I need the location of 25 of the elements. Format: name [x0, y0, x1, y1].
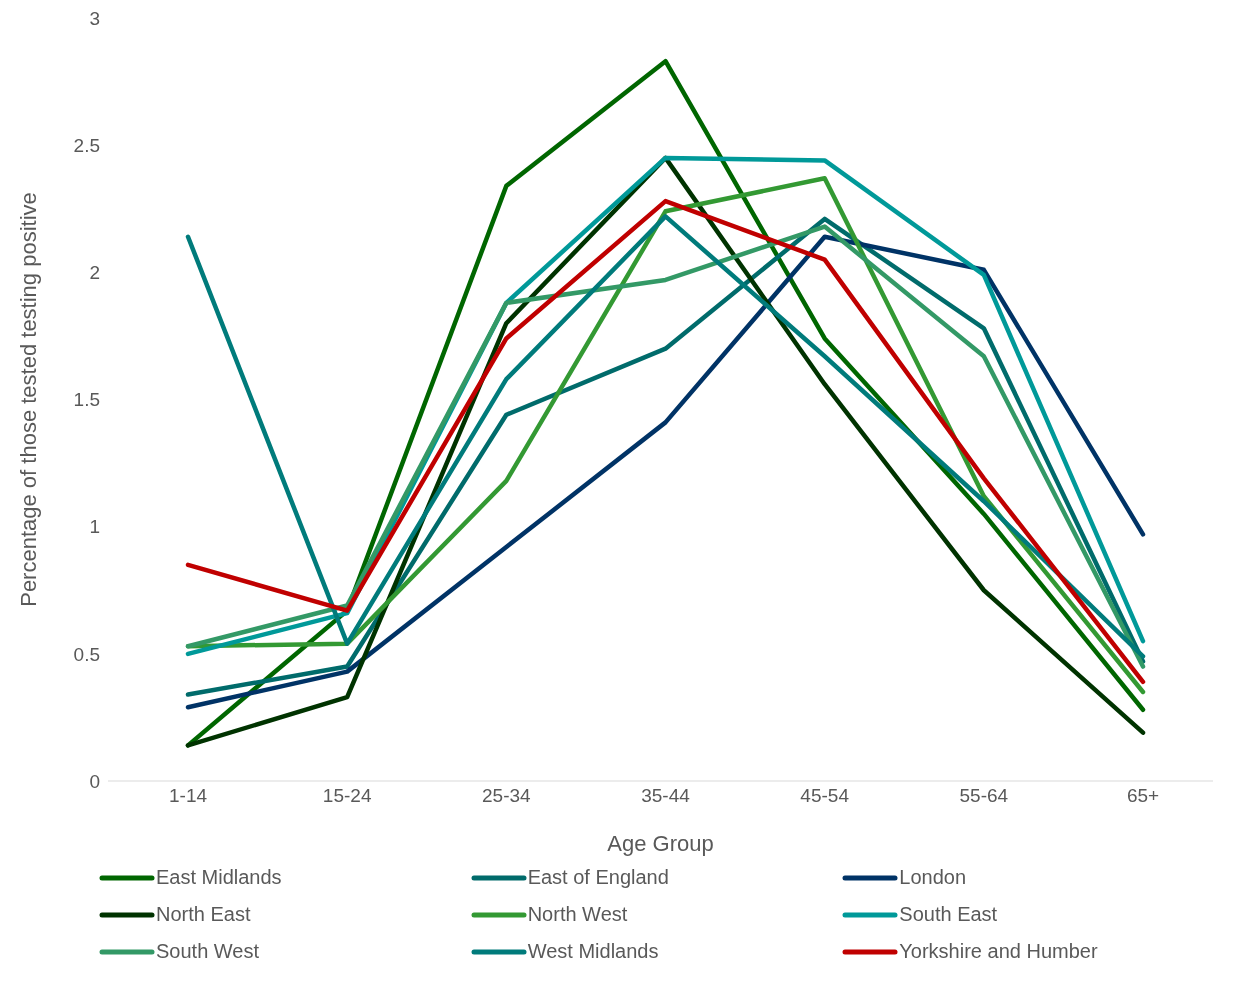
x-tick-label: 55-64: [959, 785, 1009, 807]
legend-label: East of England: [527, 866, 669, 889]
legend-label: East Midlands: [156, 866, 282, 889]
y-tick-label: 1.5: [73, 389, 100, 411]
x-tick-label: 1-14: [168, 785, 208, 807]
x-tick-label: 15-24: [322, 785, 372, 807]
legend-label: South West: [156, 940, 260, 963]
x-tick-label: 25-34: [482, 785, 532, 807]
legend-label: North West: [527, 903, 628, 926]
legend-label: London: [899, 866, 967, 889]
x-tick-label: 45-54: [800, 785, 850, 807]
legend-label: Yorkshire and Humber: [899, 940, 1098, 963]
x-tick-label: 35-44: [641, 785, 691, 807]
x-axis-title: Age Group: [607, 831, 714, 856]
y-tick-label: 3: [89, 7, 100, 29]
y-tick-label: 2.5: [73, 134, 100, 156]
x-tick-label: 65+: [1126, 785, 1160, 807]
legend-label: West Midlands: [527, 940, 659, 963]
y-tick-label: 2: [89, 262, 100, 284]
y-axis-title: Percentage of those tested testing positive: [15, 192, 41, 607]
legend-label: North East: [156, 903, 251, 926]
legend-label: South East: [899, 903, 998, 926]
y-tick-label: 1: [89, 516, 100, 538]
y-tick-label: 0: [89, 770, 100, 792]
y-tick-label: 0.5: [73, 643, 100, 665]
